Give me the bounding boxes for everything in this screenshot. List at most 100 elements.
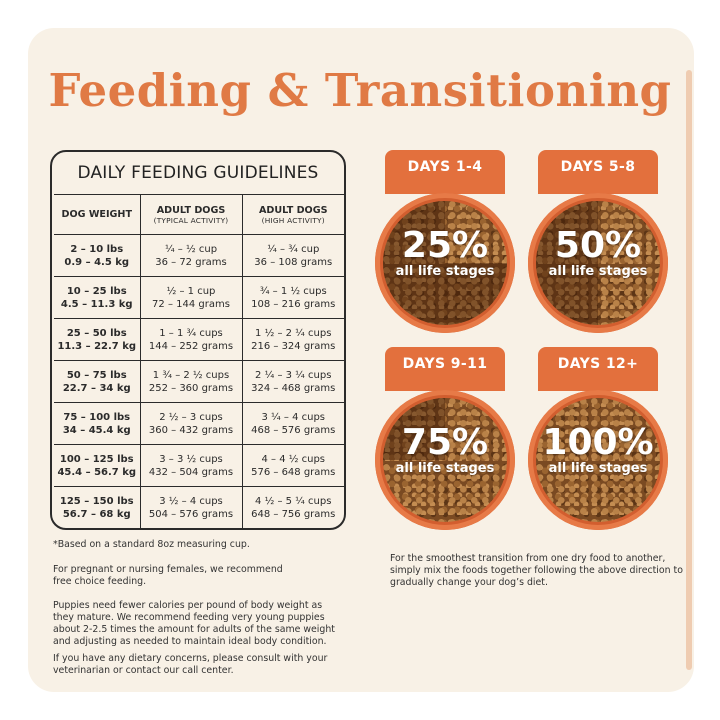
page-title: Feeding & Transitioning: [48, 64, 672, 117]
cell-typical: ½ – 1 cup 72 – 144 grams: [139, 276, 243, 319]
cell-weight-lbs: 50 – 75 lbs: [66, 369, 127, 381]
cell-typical-grams: 504 – 576 grams: [148, 508, 234, 520]
cell-typical-cups: 2 ½ – 3 cups: [159, 411, 223, 423]
cell-typical-grams: 360 – 432 grams: [148, 424, 234, 436]
transition-note: For the smoothest transition from one dr…: [390, 553, 683, 588]
cell-weight-kg: 56.7 – 68 kg: [62, 508, 131, 520]
cell-weight-kg: 4.5 – 11.3 kg: [60, 298, 133, 310]
cell-high: 2 ¼ – 3 ¼ cups 324 – 468 grams: [241, 360, 344, 403]
cell-high: 1 ½ – 2 ¼ cups 216 – 324 grams: [241, 318, 344, 361]
stage-label: all life stages: [548, 461, 648, 476]
cell-typical-cups: 1 – 1 ¾ cups: [159, 327, 223, 339]
table-row: 75 – 100 lbs 34 – 45.4 kg 2 ½ – 3 cups 360 …: [54, 402, 344, 445]
header-typical-sub: (TYPICAL ACTIVITY): [153, 215, 229, 225]
table-row: 25 – 50 lbs 11.3 – 22.7 kg 1 – 1 ¾ cups 144…: [54, 318, 344, 361]
table-row: 10 – 25 lbs 4.5 – 11.3 kg ½ – 1 cup 72 – 14…: [54, 276, 344, 319]
cell-high-grams: 36 – 108 grams: [254, 256, 333, 268]
cell-weight-kg: 11.3 – 22.7 kg: [57, 340, 137, 352]
cell-typical-grams: 252 – 360 grams: [148, 382, 234, 394]
cell-high: 4 ½ – 5 ¼ cups 648 – 756 grams: [241, 486, 344, 529]
cell-weight-lbs: 75 – 100 lbs: [63, 411, 131, 423]
cell-high-grams: 648 – 756 grams: [251, 508, 336, 520]
cell-typical: ¼ – ½ cup 36 – 72 grams: [139, 234, 243, 277]
cell-high-grams: 576 – 648 grams: [251, 466, 336, 478]
cell-weight: 50 – 75 lbs 22.7 – 34 kg: [54, 360, 141, 403]
cell-high-cups: ¼ – ¾ cup: [267, 243, 320, 255]
food-bowl-image: 75% all life stages: [375, 390, 515, 530]
note-concerns: If you have any dietary concerns, please…: [53, 653, 328, 676]
cell-typical: 3 ½ – 4 cups 504 – 576 grams: [139, 486, 243, 529]
card-edge-decoration: [686, 70, 692, 670]
table-title: DAILY FEEDING GUIDELINES: [77, 163, 319, 183]
cell-high-cups: ¾ – 1 ½ cups: [259, 285, 327, 297]
cell-weight: 10 – 25 lbs 4.5 – 11.3 kg: [54, 276, 141, 319]
cell-weight-lbs: 10 – 25 lbs: [66, 285, 127, 297]
kibble-icon: [383, 398, 507, 522]
cell-typical-grams: 432 – 504 grams: [148, 466, 234, 478]
cell-typical: 1 ¾ – 2 ½ cups 252 – 360 grams: [139, 360, 243, 403]
table-row: 50 – 75 lbs 22.7 – 34 kg 1 ¾ – 2 ½ cups 252…: [54, 360, 344, 403]
cell-high-grams: 216 – 324 grams: [251, 340, 336, 352]
cell-typical-grams: 144 – 252 grams: [148, 340, 234, 352]
header-high-label: ADULT DOGS: [259, 204, 328, 216]
header-weight: DOG WEIGHT: [54, 194, 141, 235]
header-weight-label: DOG WEIGHT: [61, 209, 133, 220]
mix-ratio-shade: [383, 398, 507, 522]
cell-typical: 1 – 1 ¾ cups 144 – 252 grams: [139, 318, 243, 361]
cell-weight-kg: 22.7 – 34 kg: [62, 382, 131, 394]
header-typical-label: ADULT DOGS: [156, 204, 226, 216]
food-bowl-image: 50% all life stages: [528, 193, 668, 333]
cell-weight-kg: 34 – 45.4 kg: [62, 424, 131, 436]
cell-weight: 125 – 150 lbs 56.7 – 68 kg: [54, 486, 141, 529]
cell-typical-cups: 3 ½ – 4 cups: [159, 495, 223, 507]
note-measuring-cup: *Based on a standard 8oz measuring cup.: [53, 539, 250, 550]
cell-weight-kg: 45.4 – 56.7 kg: [57, 466, 137, 478]
header-typical: ADULT DOGS (TYPICAL ACTIVITY): [139, 194, 243, 235]
header-high: ADULT DOGS (HIGH ACTIVITY): [241, 194, 344, 235]
stage-days-label: DAYS 12+: [538, 347, 658, 391]
cell-weight: 25 – 50 lbs 11.3 – 22.7 kg: [54, 318, 141, 361]
cell-high-cups: 4 ½ – 5 ¼ cups: [255, 495, 332, 507]
cell-high: ¾ – 1 ½ cups 108 – 216 grams: [241, 276, 344, 319]
stage-percent: 25%: [401, 225, 489, 266]
cell-weight-lbs: 25 – 50 lbs: [66, 327, 127, 339]
cell-high-cups: 2 ¼ – 3 ¼ cups: [255, 369, 332, 381]
note-pregnant: For pregnant or nursing females, we reco…: [53, 564, 283, 587]
stage-percent: 50%: [554, 225, 642, 266]
guidelines-grid: DOG WEIGHT ADULT DOGS (TYPICAL ACTIVITY)…: [54, 194, 344, 529]
cell-high: 3 ¼ – 4 cups 468 – 576 grams: [241, 402, 344, 445]
header-high-sub: (HIGH ACTIVITY): [261, 215, 325, 225]
cell-high: 4 – 4 ½ cups 576 – 648 grams: [241, 444, 344, 487]
cell-typical-grams: 36 – 72 grams: [155, 256, 227, 268]
cell-typical-cups: ¼ – ½ cup: [164, 243, 218, 255]
cell-typical-cups: ½ – 1 cup: [166, 285, 216, 297]
stage-days-label: DAYS 5-8: [538, 150, 658, 194]
stage-percent: 75%: [401, 422, 489, 463]
header-row: DOG WEIGHT ADULT DOGS (TYPICAL ACTIVITY)…: [54, 194, 344, 235]
cell-weight-lbs: 125 – 150 lbs: [59, 495, 134, 507]
stage-days-label: DAYS 9-11: [385, 347, 505, 391]
cell-weight: 75 – 100 lbs 34 – 45.4 kg: [54, 402, 141, 445]
cell-high-cups: 3 ¼ – 4 cups: [261, 411, 326, 423]
cell-weight: 2 – 10 lbs 0.9 – 4.5 kg: [54, 234, 141, 277]
cell-high: ¼ – ¾ cup 36 – 108 grams: [241, 234, 344, 277]
food-bowl-image: 25% all life stages: [375, 193, 515, 333]
kibble-icon: [536, 398, 660, 522]
note-puppies: Puppies need fewer calories per pound of…: [53, 600, 335, 647]
cell-high-grams: 468 – 576 grams: [251, 424, 336, 436]
table-row: 125 – 150 lbs 56.7 – 68 kg 3 ½ – 4 cups 504…: [54, 486, 344, 529]
cell-typical-cups: 1 ¾ – 2 ½ cups: [152, 369, 230, 381]
stage-label: all life stages: [548, 264, 648, 279]
cell-weight-lbs: 100 – 125 lbs: [59, 453, 134, 465]
cell-typical-cups: 3 – 3 ½ cups: [159, 453, 223, 465]
kibble-icon: [536, 201, 660, 325]
cell-weight-lbs: 2 – 10 lbs: [70, 243, 124, 255]
mix-ratio-shade: [536, 201, 660, 325]
kibble-icon: [383, 201, 507, 325]
cell-weight: 100 – 125 lbs 45.4 – 56.7 kg: [54, 444, 141, 487]
feeding-guidelines-table: DAILY FEEDING GUIDELINES DOG WEIGHT ADUL…: [50, 150, 346, 530]
cell-typical: 3 – 3 ½ cups 432 – 504 grams: [139, 444, 243, 487]
stage-label: all life stages: [395, 461, 495, 476]
stage-label: all life stages: [395, 264, 495, 279]
stage-days-label: DAYS 1-4: [385, 150, 505, 194]
